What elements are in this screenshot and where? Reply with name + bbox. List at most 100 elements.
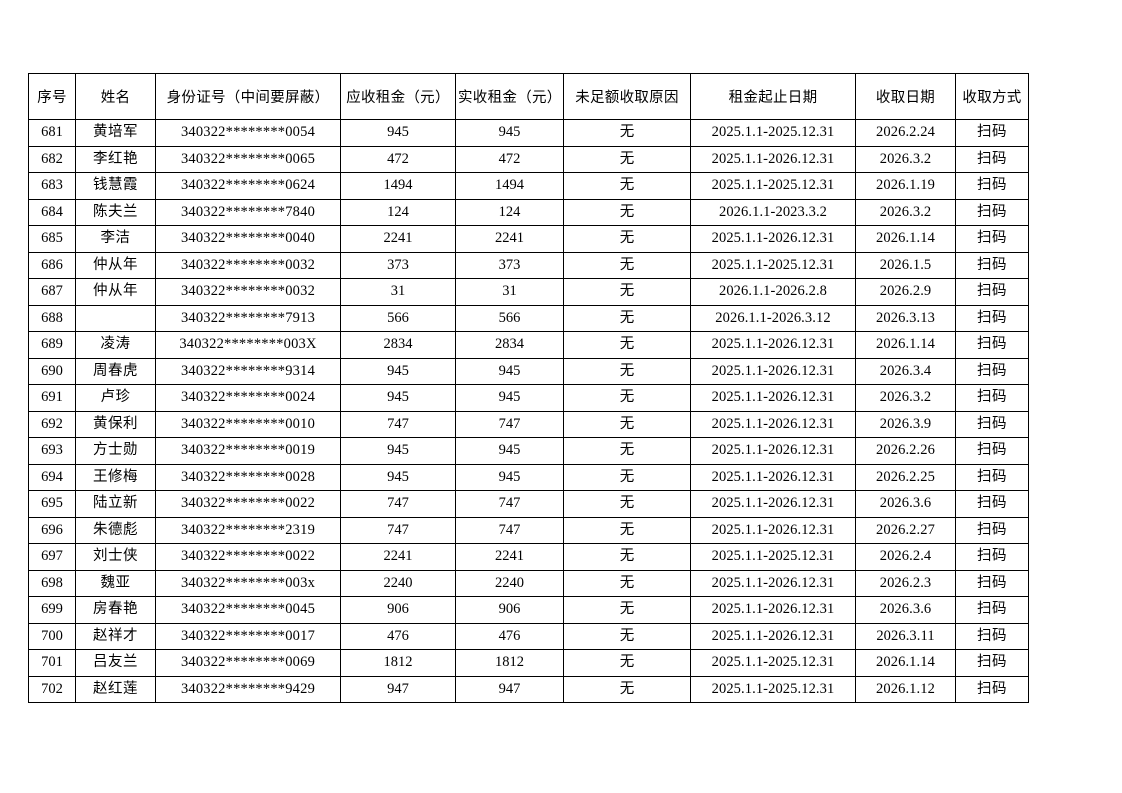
cell-seq: 688	[28, 304, 76, 332]
cell-cdate: 2026.3.11	[855, 622, 956, 650]
column-header-period: 租金起止日期	[690, 73, 856, 120]
cell-method: 扫码	[955, 198, 1029, 226]
cell-method: 扫码	[955, 622, 1029, 650]
cell-method: 扫码	[955, 543, 1029, 571]
cell-period: 2025.1.1-2025.12.31	[690, 119, 856, 147]
cell-seq: 690	[28, 357, 76, 385]
table-row: 688 340322********7913 566 566 无 2026.1.1-202…	[28, 304, 1029, 332]
cell-due: 2834	[340, 331, 456, 359]
cell-cdate: 2026.2.4	[855, 543, 956, 571]
cell-id: 340322********9314	[155, 357, 341, 385]
cell-reason: 无	[563, 119, 691, 147]
cell-due: 945	[340, 384, 456, 412]
cell-name: 魏亚	[75, 569, 156, 597]
table-row: 685 李洁 340322********0040 2241 2241 无 2025.1.1…	[28, 225, 1029, 253]
cell-id: 340322********0010	[155, 410, 341, 438]
column-header-id: 身份证号（中间要屏蔽）	[155, 73, 341, 120]
cell-seq: 689	[28, 331, 76, 359]
cell-id: 340322********0032	[155, 251, 341, 279]
cell-cdate: 2026.2.26	[855, 437, 956, 465]
cell-period: 2026.1.1-2026.2.8	[690, 278, 856, 306]
cell-due: 2241	[340, 225, 456, 253]
cell-paid: 472	[455, 145, 564, 173]
cell-paid: 566	[455, 304, 564, 332]
cell-id: 340322********7913	[155, 304, 341, 332]
cell-method: 扫码	[955, 225, 1029, 253]
cell-reason: 无	[563, 145, 691, 173]
cell-reason: 无	[563, 516, 691, 544]
cell-period: 2025.1.1-2026.12.31	[690, 569, 856, 597]
cell-due: 747	[340, 490, 456, 518]
cell-reason: 无	[563, 410, 691, 438]
cell-name: 黄培军	[75, 119, 156, 147]
cell-cdate: 2026.2.3	[855, 569, 956, 597]
cell-cdate: 2026.1.14	[855, 649, 956, 677]
cell-cdate: 2026.2.27	[855, 516, 956, 544]
cell-id: 340322********9429	[155, 675, 341, 703]
cell-paid: 906	[455, 596, 564, 624]
cell-id: 340322********0028	[155, 463, 341, 491]
cell-seq: 699	[28, 596, 76, 624]
cell-cdate: 2026.1.19	[855, 172, 956, 200]
cell-reason: 无	[563, 543, 691, 571]
column-header-reason: 未足额收取原因	[563, 73, 691, 120]
cell-cdate: 2026.3.2	[855, 198, 956, 226]
cell-reason: 无	[563, 463, 691, 491]
cell-name: 刘士侠	[75, 543, 156, 571]
cell-cdate: 2026.3.9	[855, 410, 956, 438]
cell-method: 扫码	[955, 410, 1029, 438]
column-header-paid: 实收租金（元）	[455, 73, 564, 120]
table-row: 702 赵红莲 340322********9429 947 947 无 2025.1.1-…	[28, 675, 1029, 703]
cell-paid: 2241	[455, 543, 564, 571]
cell-paid: 945	[455, 384, 564, 412]
cell-method: 扫码	[955, 516, 1029, 544]
cell-name: 房春艳	[75, 596, 156, 624]
cell-id: 340322********0024	[155, 384, 341, 412]
cell-period: 2025.1.1-2026.12.31	[690, 516, 856, 544]
cell-paid: 945	[455, 463, 564, 491]
table-row: 682 李红艳 340322********0065 472 472 无 2025.1.1-…	[28, 145, 1029, 173]
cell-paid: 1494	[455, 172, 564, 200]
cell-seq: 685	[28, 225, 76, 253]
cell-due: 2240	[340, 569, 456, 597]
table-row: 686 仲从年 340322********0032 373 373 无 2025.1.1-…	[28, 251, 1029, 279]
cell-due: 945	[340, 357, 456, 385]
column-header-cdate: 收取日期	[855, 73, 956, 120]
cell-name: 卢珍	[75, 384, 156, 412]
cell-cdate: 2026.1.5	[855, 251, 956, 279]
cell-id: 340322********2319	[155, 516, 341, 544]
cell-cdate: 2026.1.14	[855, 225, 956, 253]
cell-id: 340322********0017	[155, 622, 341, 650]
cell-reason: 无	[563, 172, 691, 200]
cell-method: 扫码	[955, 119, 1029, 147]
cell-paid: 31	[455, 278, 564, 306]
cell-id: 340322********0019	[155, 437, 341, 465]
cell-paid: 747	[455, 516, 564, 544]
cell-due: 906	[340, 596, 456, 624]
cell-method: 扫码	[955, 437, 1029, 465]
cell-reason: 无	[563, 649, 691, 677]
cell-seq: 687	[28, 278, 76, 306]
cell-reason: 无	[563, 278, 691, 306]
cell-id: 340322********0065	[155, 145, 341, 173]
cell-id: 340322********003X	[155, 331, 341, 359]
cell-paid: 1812	[455, 649, 564, 677]
cell-id: 340322********0022	[155, 543, 341, 571]
cell-method: 扫码	[955, 331, 1029, 359]
table-row: 696 朱德彪 340322********2319 747 747 无 2025.1.1-…	[28, 516, 1029, 544]
cell-period: 2025.1.1-2026.12.31	[690, 331, 856, 359]
cell-period: 2025.1.1-2026.12.31	[690, 490, 856, 518]
cell-seq: 683	[28, 172, 76, 200]
cell-due: 1812	[340, 649, 456, 677]
cell-name: 李红艳	[75, 145, 156, 173]
cell-seq: 701	[28, 649, 76, 677]
cell-cdate: 2026.1.12	[855, 675, 956, 703]
cell-name: 陈夫兰	[75, 198, 156, 226]
cell-reason: 无	[563, 569, 691, 597]
cell-seq: 684	[28, 198, 76, 226]
cell-seq: 686	[28, 251, 76, 279]
cell-due: 472	[340, 145, 456, 173]
cell-due: 945	[340, 437, 456, 465]
cell-paid: 2241	[455, 225, 564, 253]
cell-reason: 无	[563, 304, 691, 332]
